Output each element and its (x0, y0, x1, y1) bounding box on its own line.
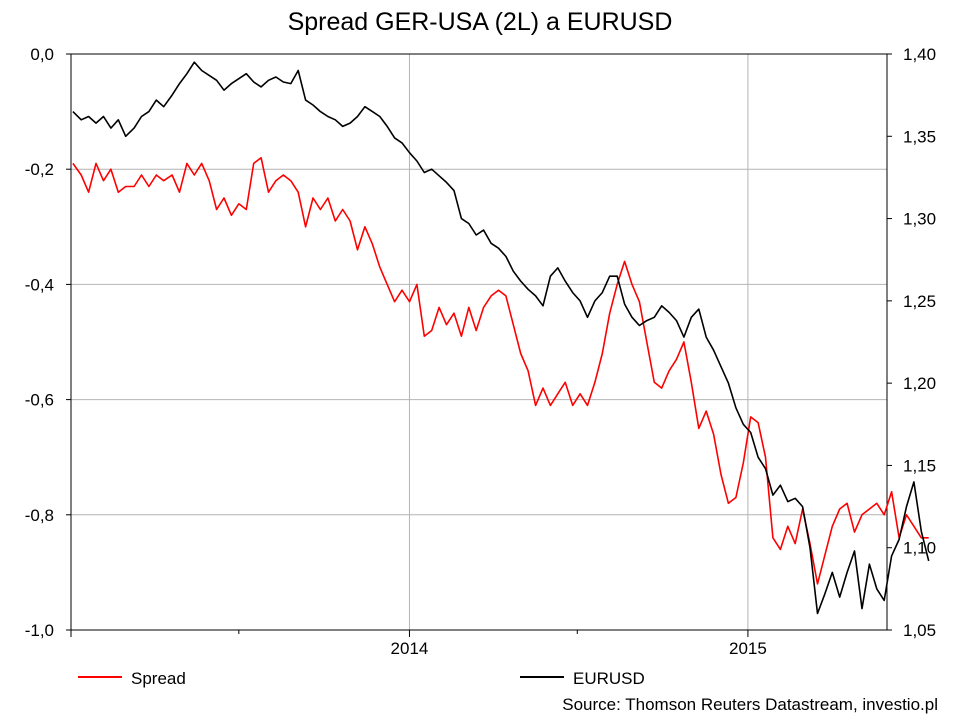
right-tick-label: 1,25 (903, 292, 936, 311)
right-tick-label: 1,35 (903, 127, 936, 146)
x-tick-label: 2015 (729, 639, 767, 658)
chart-title: Spread GER-USA (2L) a EURUSD (288, 8, 673, 36)
right-tick-label: 1,30 (903, 210, 936, 229)
series-line-spread (72, 156, 929, 585)
left-tick-label: -0,8 (25, 506, 54, 525)
left-axis: 0,0 -0,2 -0,4 -0,6 -0,8 -1,0 (25, 45, 71, 640)
right-axis: 1,40 1,35 1,30 1,25 1,20 1,15 1,10 1,05 (887, 45, 936, 640)
right-tick-label: 1,15 (903, 456, 936, 475)
grid-lines (71, 53, 887, 631)
right-tick-label: 1,10 (903, 539, 936, 558)
series-lines (72, 61, 930, 615)
left-tick-label: -0,2 (25, 160, 54, 179)
x-tick-label: 2014 (391, 639, 429, 658)
source-note: Source: Thomson Reuters Datastream, inve… (562, 695, 938, 714)
series-line-eurusd (72, 61, 930, 615)
left-tick-label: -0,4 (25, 275, 54, 294)
legend-label-spread: Spread (131, 669, 186, 688)
legend: Spread EURUSD (78, 669, 645, 688)
right-tick-label: 1,05 (903, 621, 936, 640)
right-tick-label: 1,20 (903, 374, 936, 393)
left-tick-label: 0,0 (30, 45, 54, 64)
plot-area-frame (70, 53, 888, 631)
x-axis: 2014 2015 (70, 630, 767, 658)
legend-label-eurusd: EURUSD (573, 669, 645, 688)
left-tick-label: -0,6 (25, 391, 54, 410)
left-tick-label: -1,0 (25, 621, 54, 640)
right-tick-label: 1,40 (903, 45, 936, 64)
